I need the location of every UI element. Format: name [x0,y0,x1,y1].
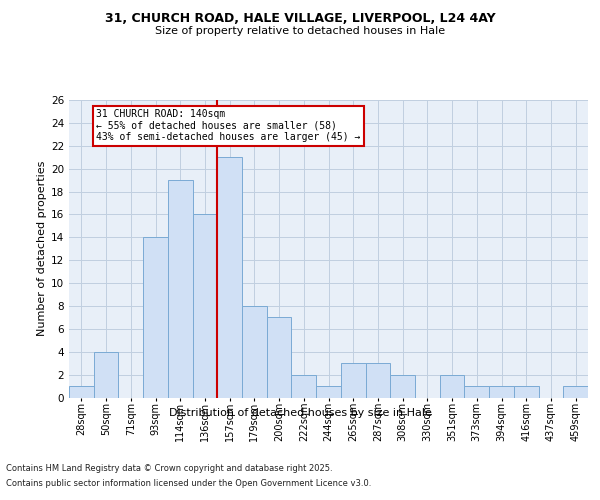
Text: Size of property relative to detached houses in Hale: Size of property relative to detached ho… [155,26,445,36]
Bar [390,374,415,398]
Bar [464,386,489,398]
Bar [292,374,316,398]
Bar [242,306,267,398]
Text: Contains HM Land Registry data © Crown copyright and database right 2025.: Contains HM Land Registry data © Crown c… [6,464,332,473]
Y-axis label: Number of detached properties: Number of detached properties [37,161,47,336]
Bar [440,374,464,398]
Bar [168,180,193,398]
Bar [267,318,292,398]
Bar [69,386,94,398]
Text: Contains public sector information licensed under the Open Government Licence v3: Contains public sector information licen… [6,479,371,488]
Text: Distribution of detached houses by size in Hale: Distribution of detached houses by size … [169,408,431,418]
Bar [316,386,341,398]
Text: 31, CHURCH ROAD, HALE VILLAGE, LIVERPOOL, L24 4AY: 31, CHURCH ROAD, HALE VILLAGE, LIVERPOOL… [104,12,496,26]
Bar [514,386,539,398]
Bar [365,363,390,398]
Bar [193,214,217,398]
Bar [143,238,168,398]
Bar [489,386,514,398]
Bar [341,363,365,398]
Bar [94,352,118,398]
Text: 31 CHURCH ROAD: 140sqm
← 55% of detached houses are smaller (58)
43% of semi-det: 31 CHURCH ROAD: 140sqm ← 55% of detached… [96,109,361,142]
Bar [563,386,588,398]
Bar [217,157,242,398]
